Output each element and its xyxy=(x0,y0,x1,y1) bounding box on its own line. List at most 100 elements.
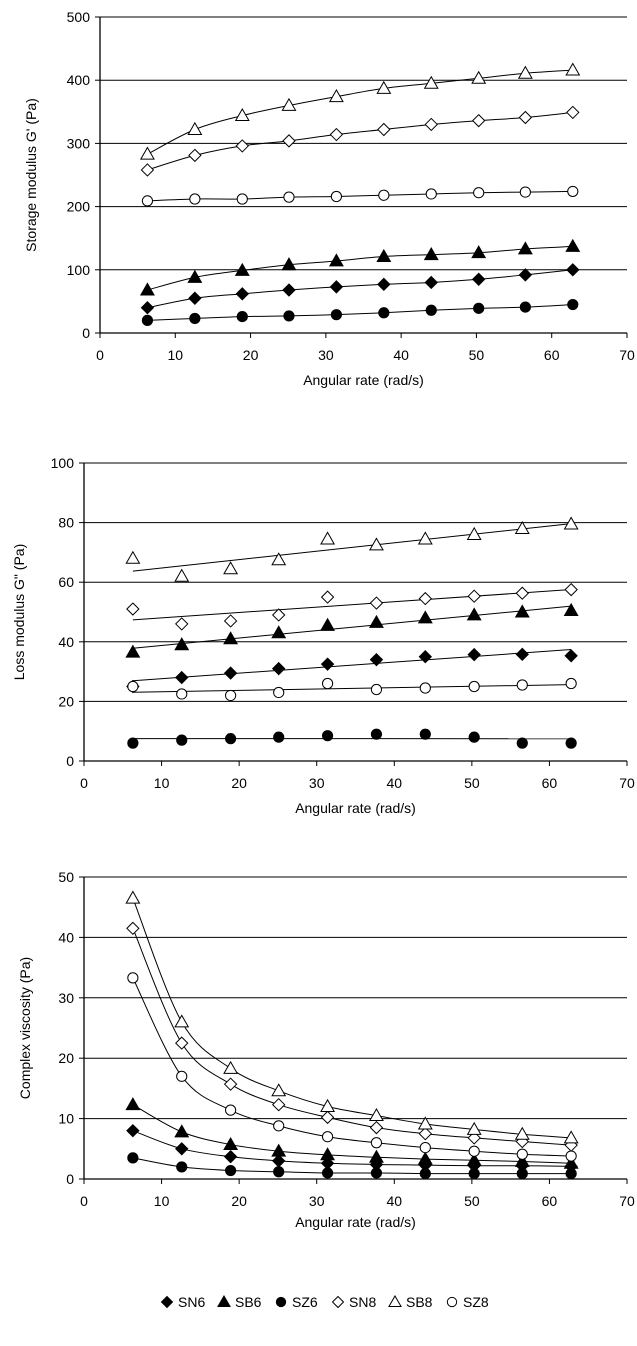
data-point-sb6 xyxy=(281,257,297,271)
data-point-sz6 xyxy=(141,314,154,326)
legend-marker-icon xyxy=(446,1296,458,1308)
data-point-sb6 xyxy=(563,602,579,616)
data-point-sb6 xyxy=(517,241,533,255)
data-point-sn8 xyxy=(566,105,580,120)
data-point-sn6 xyxy=(515,647,529,662)
x-tick-label: 20 xyxy=(231,1193,247,1209)
data-point-sz8 xyxy=(516,1148,528,1160)
data-point-sb6 xyxy=(223,1136,239,1151)
data-point-sz6 xyxy=(565,1167,577,1180)
x-axis-label: Angular rate (rad/s) xyxy=(295,800,416,816)
y-axis-label: Complex viscosity (Pa) xyxy=(17,957,33,1099)
data-point-sz8 xyxy=(565,1150,577,1162)
y-tick-label: 40 xyxy=(58,929,74,945)
data-point-sz6 xyxy=(473,302,485,314)
data-point-sb8 xyxy=(471,70,487,84)
data-point-sz6 xyxy=(565,737,577,749)
data-point-sn6 xyxy=(566,263,580,277)
y-tick-label: 80 xyxy=(58,515,74,531)
y-tick-label: 400 xyxy=(67,72,91,88)
data-point-sb6 xyxy=(139,282,155,296)
data-point-sb8 xyxy=(376,80,392,94)
data-point-sb8 xyxy=(423,75,439,89)
series-line-sb8 xyxy=(132,897,572,1139)
data-point-sz6 xyxy=(236,310,248,323)
y-tick-label: 10 xyxy=(58,1111,74,1127)
data-point-sb6 xyxy=(223,631,239,645)
legend-marker-sn6 xyxy=(160,1295,174,1309)
y-tick-label: 60 xyxy=(58,574,74,590)
series-line-sn6 xyxy=(147,269,573,309)
data-point-sb8 xyxy=(223,561,239,575)
data-point-sn6 xyxy=(467,647,481,662)
series-line-sb6 xyxy=(147,245,573,291)
series-sz8 xyxy=(127,677,577,702)
data-point-sz8 xyxy=(141,195,154,207)
data-point-sb8 xyxy=(563,1130,579,1144)
data-point-sz6 xyxy=(419,728,431,740)
series-line-sn8 xyxy=(147,111,573,171)
data-point-sn8 xyxy=(320,1110,335,1125)
series-line-sb8 xyxy=(147,69,573,155)
y-tick-label: 50 xyxy=(58,870,74,885)
series-sn6 xyxy=(140,263,580,315)
data-point-sz6 xyxy=(330,309,342,321)
data-point-sz6 xyxy=(425,304,437,316)
legend-label: SB8 xyxy=(406,1294,433,1310)
series-sz6 xyxy=(141,298,579,326)
data-point-sz6 xyxy=(370,1167,383,1179)
legend-marker-icon xyxy=(160,1295,174,1309)
data-point-sz6 xyxy=(468,731,480,743)
data-point-sb8 xyxy=(466,526,482,540)
y-tick-label: 200 xyxy=(67,199,91,215)
data-point-sn8 xyxy=(369,1120,384,1135)
legend-label: SN6 xyxy=(178,1294,206,1310)
x-tick-label: 10 xyxy=(154,775,170,791)
data-point-sb6 xyxy=(417,1151,433,1165)
legend-marker-icon xyxy=(331,1295,345,1309)
data-point-sb8 xyxy=(368,1107,384,1122)
data-point-sn8 xyxy=(223,1077,238,1091)
series-sz6 xyxy=(127,728,577,749)
series-line-sn8 xyxy=(132,928,572,1146)
series-line-sz8 xyxy=(132,977,572,1157)
data-point-sn6 xyxy=(223,666,238,680)
data-point-sz6 xyxy=(378,307,390,319)
data-point-sb8 xyxy=(271,1083,287,1097)
data-point-sn6 xyxy=(140,301,155,315)
y-tick-label: 100 xyxy=(67,262,91,278)
legend-marker-sn8 xyxy=(331,1295,345,1309)
data-point-sn8 xyxy=(188,148,202,163)
data-point-sz8 xyxy=(567,185,579,198)
series-sn8 xyxy=(140,105,580,177)
data-point-sb6 xyxy=(320,617,336,631)
x-tick-label: 30 xyxy=(309,1193,325,1209)
data-point-sz8 xyxy=(419,1141,431,1154)
data-point-sz8 xyxy=(127,972,139,984)
data-point-sn6 xyxy=(282,283,296,297)
data-point-sz8 xyxy=(236,193,248,205)
x-tick-label: 10 xyxy=(154,1193,170,1209)
series-sn8 xyxy=(126,921,578,1152)
data-point-sn6 xyxy=(271,1154,286,1168)
series-line-sb8 xyxy=(132,523,572,572)
series-sb6 xyxy=(125,1097,579,1169)
data-point-sn8 xyxy=(175,617,189,631)
legend-item-sn6: SN6 xyxy=(160,1294,205,1310)
x-tick-label: 0 xyxy=(80,1193,88,1209)
data-point-sn6 xyxy=(223,1149,238,1164)
data-point-sb8 xyxy=(320,1098,336,1112)
x-tick-label: 40 xyxy=(393,347,409,363)
data-point-sb6 xyxy=(187,269,203,283)
data-point-sz8 xyxy=(225,1104,237,1116)
data-point-sn8 xyxy=(377,122,391,137)
data-point-sz8 xyxy=(321,1131,334,1143)
data-point-sb6 xyxy=(466,607,482,621)
data-point-sb6 xyxy=(514,604,530,618)
data-point-sb6 xyxy=(417,610,433,624)
x-tick-label: 50 xyxy=(464,1193,480,1209)
x-tick-label: 70 xyxy=(619,775,635,791)
data-point-sn8 xyxy=(518,110,533,125)
data-point-sz8 xyxy=(468,1145,480,1157)
legend-item-sz6: SZ6 xyxy=(274,1294,318,1310)
